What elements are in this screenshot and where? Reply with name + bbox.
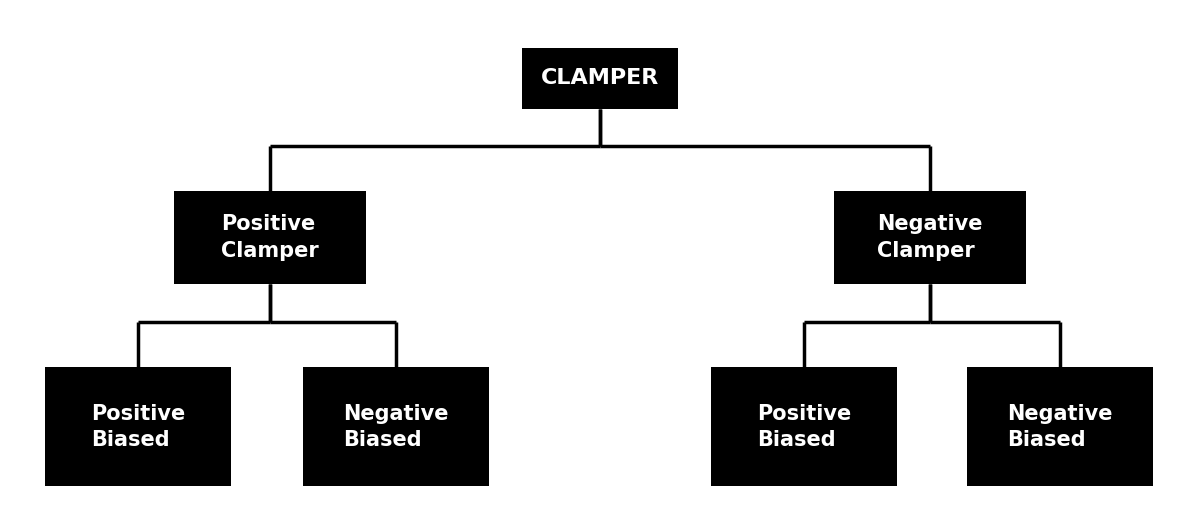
FancyBboxPatch shape (710, 368, 898, 486)
Text: CLAMPER: CLAMPER (541, 68, 659, 88)
FancyBboxPatch shape (174, 190, 366, 284)
FancyBboxPatch shape (967, 368, 1153, 486)
FancyBboxPatch shape (834, 190, 1026, 284)
Text: Negative
Biased: Negative Biased (1007, 403, 1112, 450)
Text: Negative
Biased: Negative Biased (343, 403, 449, 450)
Text: Positive
Biased: Positive Biased (757, 403, 851, 450)
Text: Negative
Clamper: Negative Clamper (877, 214, 983, 261)
Text: Positive
Biased: Positive Biased (91, 403, 185, 450)
FancyBboxPatch shape (522, 48, 678, 109)
FancyBboxPatch shape (46, 368, 230, 486)
Text: Positive
Clamper: Positive Clamper (221, 214, 319, 261)
FancyBboxPatch shape (302, 368, 490, 486)
